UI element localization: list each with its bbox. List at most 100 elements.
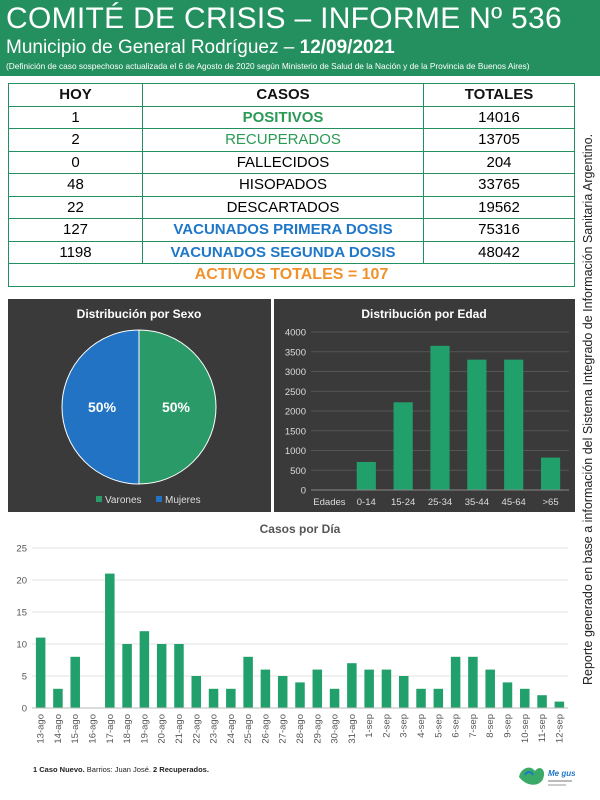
y-tick-label: 20 xyxy=(16,576,27,587)
total-cell: 75316 xyxy=(423,218,575,242)
legend-swatch-varones xyxy=(96,496,102,502)
x-tick-label: 8-sep xyxy=(485,714,496,738)
hoy-cell: 127 xyxy=(8,218,143,242)
chart-title: Distribución por Sexo xyxy=(77,307,202,321)
bar xyxy=(393,402,413,490)
x-tick-label: 14-ago xyxy=(53,714,64,744)
table-row: 1198 VACUNADOS SEGUNDA DOSIS 48042 xyxy=(8,240,575,264)
data-label: 50% xyxy=(88,399,117,415)
x-tick-label: 45-64 xyxy=(502,497,526,508)
bar xyxy=(430,345,450,490)
logo-subtext-line xyxy=(548,784,566,786)
y-tick-label: 2000 xyxy=(285,407,306,418)
legend-label: Varones xyxy=(105,495,142,506)
x-tick-label: 5-sep xyxy=(433,714,444,738)
bar xyxy=(70,656,80,708)
report-title: COMITÉ DE CRISIS – INFORME Nº 536 xyxy=(6,2,562,35)
x-tick-label: 13-ago xyxy=(36,714,47,744)
smile-icon xyxy=(524,771,534,776)
footnote: 1 Caso Nuevo. Barrios: Juan José. 2 Recu… xyxy=(33,765,209,774)
municipality-label: Municipio de General Rodríguez – xyxy=(6,37,295,58)
casos-cell: HISOPADOS xyxy=(142,173,424,197)
legend-swatch-mujeres xyxy=(156,496,162,502)
bar xyxy=(295,682,305,708)
bar xyxy=(450,656,461,708)
table-row: 48 HISOPADOS 33765 xyxy=(8,173,575,197)
report-date: 12/09/2021 xyxy=(299,37,395,58)
bar xyxy=(540,457,561,490)
table-header-row: HOY CASOS TOTALES xyxy=(8,83,575,107)
legend-label: Mujeres xyxy=(165,495,201,506)
y-tick-label: 4000 xyxy=(285,328,306,339)
y-tick-label: 2500 xyxy=(285,387,306,398)
x-tick-label: 22-ago xyxy=(191,714,202,744)
bar xyxy=(277,676,288,708)
hoy-cell: 0 xyxy=(8,150,143,174)
x-tick-label: 35-44 xyxy=(465,497,489,508)
x-tick-label: 7-sep xyxy=(468,714,479,738)
bar xyxy=(35,637,46,708)
age-distribution-panel: Distribución por Edad 0 500 1000 1500 2000 25… xyxy=(274,299,575,512)
x-tick-label: 23-ago xyxy=(209,714,220,744)
footnote-barrios: Barrios: Juan José. xyxy=(84,765,151,774)
bar xyxy=(502,682,513,708)
x-tick-label: 31-ago xyxy=(347,714,358,744)
bar xyxy=(537,695,547,708)
age-bar-chart: Distribución por Edad 0 500 1000 1500 2000 25… xyxy=(285,307,569,508)
table-row: 127 VACUNADOS PRIMERA DOSIS 75316 xyxy=(8,218,575,242)
y-tick-label: 25 xyxy=(16,544,27,555)
x-tick-label: 20-ago xyxy=(157,714,168,744)
hoy-cell: 22 xyxy=(8,195,143,219)
x-tick-label: 24-ago xyxy=(226,714,237,744)
bar xyxy=(243,656,253,708)
hoy-cell: 1 xyxy=(8,105,143,129)
bar xyxy=(174,644,184,708)
bar xyxy=(139,631,150,708)
bar xyxy=(504,359,524,490)
bar xyxy=(356,461,376,490)
sex-pie-chart: Distribución por Sexo 50% 50% Varones Mu… xyxy=(61,307,217,506)
x-tick-label: 3-sep xyxy=(399,714,410,738)
bar xyxy=(53,688,63,708)
sex-distribution-panel: Distribución por Sexo 50% 50% Varones Mu… xyxy=(8,299,271,512)
report-subtitle: Municipio de General Rodríguez – 12/09/2… xyxy=(6,37,395,59)
x-tick-label: 26-ago xyxy=(260,714,271,744)
total-cell: 33765 xyxy=(423,173,575,197)
casos-cell: FALLECIDOS xyxy=(142,150,424,174)
pie-slice-varones xyxy=(138,329,217,485)
bar xyxy=(416,688,426,708)
x-tick-label: 21-ago xyxy=(174,714,185,744)
x-tick-label: 29-ago xyxy=(312,714,323,744)
x-tick-label: 25-ago xyxy=(243,714,254,744)
x-tick-label: 1-sep xyxy=(364,714,375,738)
table-row: 0 FALLECIDOS 204 xyxy=(8,150,575,174)
table-row: 22 DESCARTADOS 19562 xyxy=(8,195,575,219)
total-cell: 14016 xyxy=(423,105,575,129)
y-tick-label: 3000 xyxy=(285,367,306,378)
x-tick-label: 6-sep xyxy=(451,714,462,738)
total-cell: 204 xyxy=(423,150,575,174)
daily-cases-chart: Casos por Día 0 5 10 15 20 25 13-ago 14-ago 15-a… xyxy=(16,522,568,744)
x-tick-label: 15-ago xyxy=(70,714,81,744)
report-header: COMITÉ DE CRISIS – INFORME Nº 536 Munici… xyxy=(0,0,600,76)
bar xyxy=(364,669,374,708)
footnote-new-cases: 1 Caso Nuevo. xyxy=(33,765,85,774)
x-tick-label: 30-ago xyxy=(330,714,341,744)
bar xyxy=(260,669,271,708)
bar xyxy=(208,688,219,708)
x-tick-label: 4-sep xyxy=(416,714,427,738)
casos-cell: DESCARTADOS xyxy=(142,195,424,219)
y-tick-label: 5 xyxy=(22,672,27,683)
x-tick-label: 28-ago xyxy=(295,714,306,744)
bar xyxy=(329,688,340,708)
cases-table: HOY CASOS TOTALES 1 POSITIVOS 14016 2 RE… xyxy=(8,83,575,287)
x-tick-label: 10-sep xyxy=(520,714,531,743)
x-tick-label: 17-ago xyxy=(105,714,116,744)
x-tick-label: 0-14 xyxy=(357,497,376,508)
bar xyxy=(468,656,478,708)
y-tick-label: 3500 xyxy=(285,347,306,358)
total-cell: 19562 xyxy=(423,195,575,219)
x-tick-label: 12-sep xyxy=(554,714,565,743)
hoy-cell: 2 xyxy=(8,128,143,152)
y-tick-label: 1500 xyxy=(285,426,306,437)
